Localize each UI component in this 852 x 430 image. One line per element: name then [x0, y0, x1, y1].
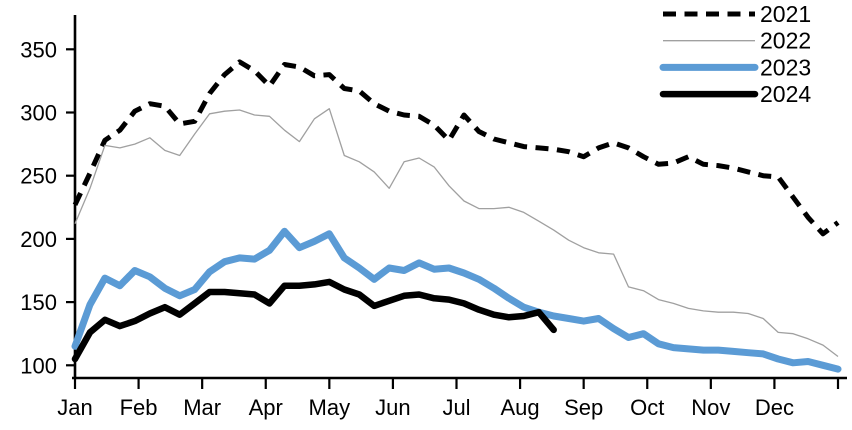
y-tick-label: 100 — [20, 353, 57, 378]
legend-item-2024: 2024 — [659, 81, 811, 107]
x-tick-label-apr: Apr — [249, 395, 283, 420]
series-2022-line — [74, 108, 839, 358]
x-tick-label-aug: Aug — [501, 395, 540, 420]
x-tick-label-dec: Dec — [755, 395, 794, 420]
x-tick-label-jan: Jan — [57, 395, 92, 420]
x-tick-label-mar: Mar — [183, 395, 221, 420]
legend-label-2024: 2024 — [760, 81, 811, 107]
x-tick-label-may: May — [309, 395, 351, 420]
y-tick-label: 350 — [20, 37, 57, 62]
y-tick-label: 150 — [20, 290, 57, 315]
x-tick-label-sep: Sep — [564, 395, 603, 420]
series-2021-line — [72, 59, 840, 237]
series-2024-line — [71, 278, 557, 363]
x-tick-label-oct: Oct — [630, 395, 664, 420]
legend-label-2021: 2021 — [760, 1, 811, 27]
y-tick-label: 200 — [20, 227, 57, 252]
x-tick-label-jul: Jul — [442, 395, 470, 420]
legend-label-2022: 2022 — [760, 28, 811, 54]
legend-item-2023: 2023 — [659, 54, 811, 80]
legend-item-2021: 2021 — [663, 1, 811, 27]
series-2023-line — [71, 227, 842, 373]
x-tick-label-feb: Feb — [120, 395, 158, 420]
legend-label-2023: 2023 — [760, 54, 811, 80]
x-tick-label-nov: Nov — [691, 395, 730, 420]
y-tick-label: 250 — [20, 164, 57, 189]
x-tick-label-jun: Jun — [375, 395, 410, 420]
y-tick-label: 300 — [20, 101, 57, 126]
legend-item-2022: 2022 — [663, 28, 811, 54]
